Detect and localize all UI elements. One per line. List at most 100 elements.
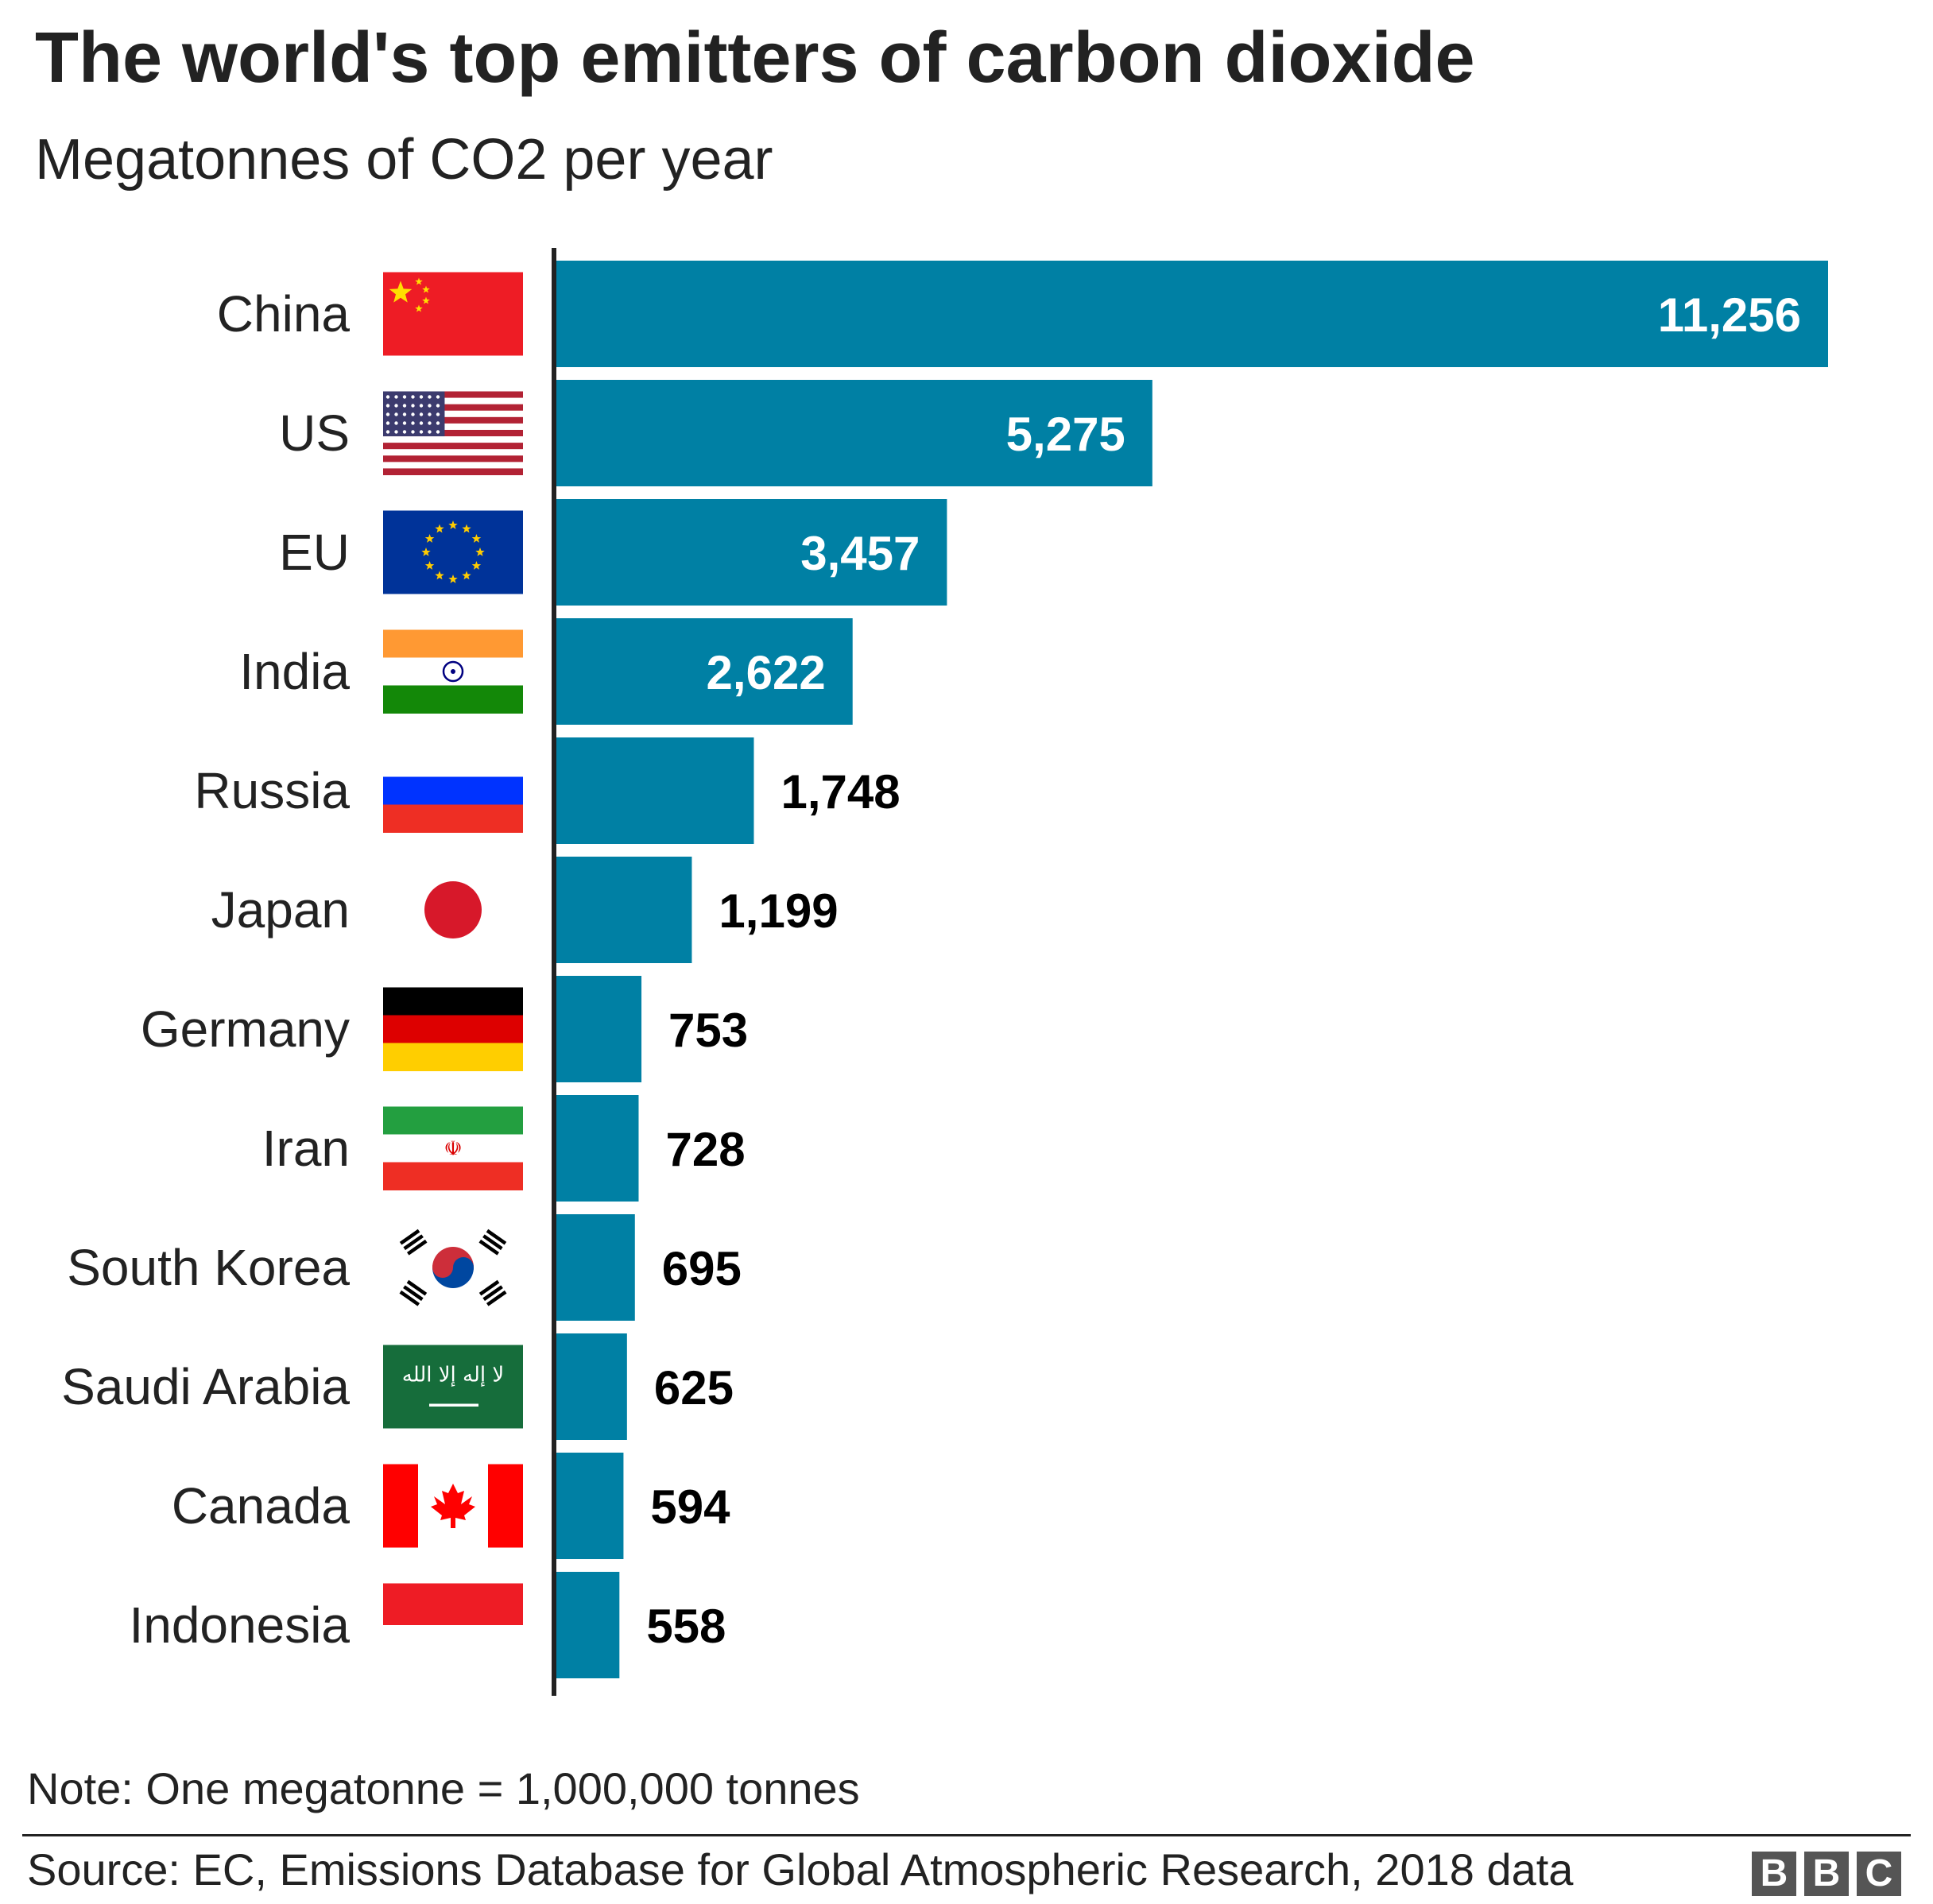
- japan-sun: [424, 881, 482, 938]
- bar: [556, 499, 947, 606]
- flag-part: [383, 423, 523, 431]
- trigram-bar: [486, 1229, 507, 1245]
- chart-note: Note: One megatonne = 1,000,000 tonnes: [27, 1763, 860, 1813]
- trigram: [478, 1279, 507, 1306]
- flag-part: [383, 391, 523, 399]
- ashoka-chakra: [442, 660, 464, 683]
- flag-part: [383, 468, 523, 475]
- flag-star: [419, 404, 424, 408]
- trigram-bar: [478, 1279, 500, 1296]
- bbc-logo-letter: C: [1857, 1852, 1901, 1896]
- flag-part: [383, 429, 523, 437]
- category-label: Saudi Arabia: [61, 1358, 350, 1415]
- category-label: India: [239, 643, 350, 700]
- flag-part: [383, 1162, 523, 1190]
- germany-flag-icon: [383, 987, 523, 1071]
- flag-star: [411, 430, 415, 434]
- value-label: 2,622: [707, 646, 826, 699]
- value-label: 558: [646, 1600, 726, 1653]
- flag-star: [475, 548, 485, 556]
- flag-star: [428, 430, 432, 434]
- bar: [556, 1572, 620, 1678]
- india-flag-icon: [383, 629, 523, 714]
- bar: [556, 261, 1828, 367]
- flag-part: [383, 804, 523, 833]
- flag-part: [383, 436, 523, 443]
- trigram: [399, 1229, 428, 1256]
- shahada-text: لا إله إلا الله: [402, 1364, 504, 1387]
- flag-star: [436, 395, 440, 399]
- value-label: 1,199: [719, 884, 838, 938]
- flag-star: [422, 296, 430, 304]
- category-label: Canada: [172, 1477, 351, 1534]
- flag-part: [383, 1583, 523, 1625]
- flag-star: [428, 404, 432, 408]
- category-label: China: [217, 285, 351, 342]
- category-label: EU: [279, 524, 350, 581]
- flag-star: [424, 534, 435, 543]
- maple-leaf: [431, 1484, 475, 1528]
- flag-part: [383, 776, 523, 805]
- iran-flag-icon: ☫: [383, 1106, 523, 1190]
- saudi-arabia-flag-icon: لا إله إلا الله: [383, 1345, 523, 1429]
- flag-star: [428, 421, 432, 425]
- flag-star: [385, 395, 390, 399]
- value-label: 1,748: [781, 765, 900, 818]
- iran-emblem: ☫: [444, 1137, 462, 1161]
- flag-part: [383, 1464, 418, 1548]
- bar: [556, 1095, 639, 1202]
- bbc-logo: B B C: [1752, 1852, 1901, 1896]
- flag-star: [411, 395, 415, 399]
- flag-part: [383, 1043, 523, 1071]
- trigram-bar: [406, 1239, 428, 1256]
- flag-star: [436, 430, 440, 434]
- flag-star: [428, 412, 432, 416]
- flag-star: [394, 395, 398, 399]
- trigram: [399, 1279, 428, 1306]
- trigram-bar: [399, 1229, 420, 1245]
- flag-star: [394, 430, 398, 434]
- flag-star: [462, 524, 471, 533]
- bar: [556, 380, 1152, 486]
- flag-star: [415, 277, 423, 285]
- category-label: Iran: [262, 1120, 350, 1177]
- flag-star: [421, 548, 431, 556]
- value-label: 594: [650, 1480, 730, 1534]
- flag-star: [428, 395, 432, 399]
- flag-star: [402, 404, 407, 408]
- flag-star: [385, 430, 390, 434]
- us-flag-icon: [383, 391, 523, 475]
- indonesia-flag-icon: [383, 1583, 523, 1667]
- flag-star: [419, 430, 424, 434]
- trigram-bar: [403, 1285, 424, 1302]
- flag-part: [488, 1464, 523, 1548]
- japan-flag-icon: [424, 881, 482, 938]
- sword: [429, 1403, 478, 1407]
- china-flag-icon: [383, 272, 523, 356]
- bbc-logo-letter: B: [1752, 1852, 1796, 1896]
- trigram-bar: [482, 1234, 503, 1251]
- flag-part: [383, 272, 523, 356]
- flag-star: [435, 524, 444, 533]
- flag-star: [394, 412, 398, 416]
- flag-star: [419, 421, 424, 425]
- flag-star: [462, 571, 471, 580]
- flag-part: [383, 1015, 523, 1043]
- chart-source: Source: EC, Emissions Database for Globa…: [27, 1844, 1574, 1894]
- flag-part: [383, 1106, 523, 1135]
- bar: [556, 737, 754, 844]
- trigram-bar: [478, 1239, 500, 1256]
- flag-part: [383, 1134, 523, 1163]
- flag-star: [436, 404, 440, 408]
- flag-star: [415, 304, 423, 312]
- bar: [556, 1453, 624, 1559]
- flag-part: [383, 1345, 523, 1429]
- flag-star: [435, 571, 444, 580]
- flag-star: [402, 421, 407, 425]
- value-label: 728: [665, 1123, 745, 1176]
- flag-part: [383, 416, 523, 424]
- flag-part: [383, 397, 523, 405]
- value-label: 753: [668, 1004, 748, 1057]
- trigram-bar: [486, 1290, 507, 1306]
- category-label: Germany: [141, 1000, 350, 1058]
